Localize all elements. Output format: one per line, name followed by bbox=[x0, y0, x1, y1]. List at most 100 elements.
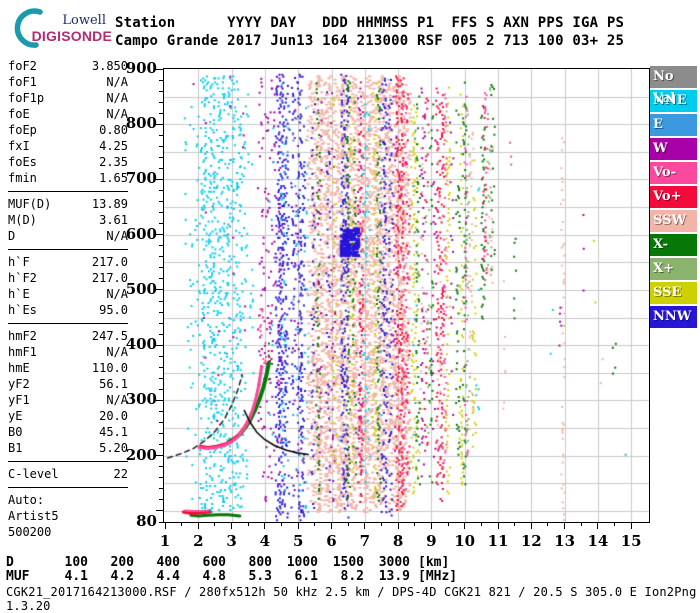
param-label: yE bbox=[8, 409, 23, 423]
param-row: M(D) 3.61 bbox=[8, 212, 128, 228]
ionogram-plot-canvas bbox=[164, 69, 649, 522]
x-axis-label: 10 bbox=[454, 532, 476, 550]
y-axis-label: 80 bbox=[136, 512, 157, 530]
y-minor-tick bbox=[159, 355, 163, 357]
param-label: B1 bbox=[8, 441, 23, 455]
param-value: N/A bbox=[106, 287, 128, 301]
table-cell: 1500 bbox=[332, 555, 364, 570]
x-minor-tick bbox=[480, 523, 482, 526]
x-minor-tick bbox=[614, 523, 616, 526]
panel-separator bbox=[8, 461, 128, 462]
y-minor-tick bbox=[159, 112, 163, 114]
y-major-tick bbox=[156, 289, 163, 291]
table-cell: 5.3 bbox=[248, 569, 272, 584]
legend-item-vo+: Vo+ bbox=[650, 186, 697, 208]
legend-item-nnw: NNW bbox=[650, 306, 697, 328]
table-cell: 13.9 bbox=[378, 569, 410, 584]
param-label: h`F bbox=[8, 255, 30, 269]
y-axis-label: 800 bbox=[125, 114, 157, 133]
param-label: D bbox=[8, 229, 16, 243]
param-value: 2.35 bbox=[99, 155, 128, 169]
x-axis-label: 8 bbox=[392, 532, 404, 550]
x-axis-label: 13 bbox=[554, 532, 576, 550]
y-major-tick bbox=[156, 510, 163, 512]
y-major-tick bbox=[156, 178, 163, 180]
param-value: 247.5 bbox=[91, 329, 128, 343]
table-cell: 4.4 bbox=[156, 569, 180, 584]
table-row-label: MUF bbox=[6, 569, 30, 584]
legend-item-sse: SSE bbox=[650, 282, 697, 304]
legend-item-vo-: Vo- bbox=[650, 162, 697, 184]
header-fields-row: Station YYYY DAY DDD HHMMSS P1 FFS S AXN… bbox=[115, 15, 625, 31]
x-axis-label: 2 bbox=[193, 532, 204, 550]
x-axis-label: 14 bbox=[587, 532, 609, 550]
param-row: yF2 56.1 bbox=[8, 376, 128, 392]
y-minor-tick bbox=[159, 411, 163, 412]
param-label: M(D) bbox=[8, 213, 37, 227]
table-cell: 3000 bbox=[378, 555, 410, 570]
x-minor-tick bbox=[181, 523, 183, 526]
param-value: 95.0 bbox=[99, 303, 128, 317]
param-label: foE bbox=[8, 107, 30, 121]
param-row: foF1p N/A bbox=[8, 90, 128, 106]
param-row: B1 5.20 bbox=[8, 440, 128, 456]
param-row: hmF1 N/A bbox=[8, 344, 128, 360]
digisonde-logo: Lowell DIGISONDE bbox=[4, 6, 112, 50]
param-value: 0.80 bbox=[99, 123, 128, 137]
param-label: hmF2 bbox=[8, 329, 37, 343]
parameter-panel: foF2 3.850 foF1 N/A foF1p N/A foE N/A foEp 0.80 fx… bbox=[8, 58, 128, 540]
table-cell: 1000 bbox=[286, 555, 318, 570]
y-minor-tick bbox=[159, 377, 163, 379]
param-value: 217.0 bbox=[91, 271, 128, 285]
param-label: fmin bbox=[8, 171, 37, 185]
y-minor-tick bbox=[159, 201, 163, 203]
y-minor-tick bbox=[159, 433, 163, 435]
param-value: 5.20 bbox=[99, 441, 128, 455]
x-minor-tick bbox=[380, 523, 382, 526]
table-unit: [MHz] bbox=[418, 569, 458, 584]
x-minor-tick bbox=[281, 523, 283, 526]
x-axis-label: 5 bbox=[292, 532, 304, 550]
param-label: fxI bbox=[8, 139, 30, 153]
y-minor-tick bbox=[159, 322, 163, 324]
y-axis-label: 600 bbox=[125, 224, 157, 243]
y-minor-tick bbox=[159, 223, 163, 225]
param-value: 13.89 bbox=[91, 197, 128, 211]
x-axis-label: 15 bbox=[620, 532, 642, 550]
status-line: CGK21_2017164213000.RSF / 280fx512h 50 k… bbox=[6, 585, 697, 613]
param-row: D N/A bbox=[8, 228, 128, 244]
param-label: B0 bbox=[8, 425, 23, 439]
x-axis-label: 1 bbox=[159, 532, 171, 550]
table-cell: 200 bbox=[110, 555, 134, 570]
logo-arc-icon bbox=[14, 8, 43, 48]
y-major-tick bbox=[156, 455, 163, 457]
x-major-tick bbox=[164, 523, 166, 529]
x-major-tick bbox=[497, 523, 499, 529]
y-major-tick bbox=[156, 123, 163, 125]
param-label: foEp bbox=[8, 123, 37, 137]
y-major-tick bbox=[156, 234, 163, 236]
y-minor-tick bbox=[159, 278, 163, 280]
y-minor-tick bbox=[159, 444, 163, 446]
param-row: hmF2 247.5 bbox=[8, 328, 128, 344]
param-row: MUF(D) 13.89 bbox=[8, 196, 128, 212]
table-row-label: D bbox=[6, 555, 14, 570]
param-value: 20.0 bbox=[99, 409, 128, 423]
y-minor-tick bbox=[159, 256, 163, 258]
y-minor-tick bbox=[159, 488, 163, 490]
x-major-tick bbox=[530, 523, 532, 529]
x-minor-tick bbox=[347, 523, 349, 526]
legend-item-x-: X- bbox=[650, 234, 697, 256]
legend-item-w: W bbox=[650, 138, 697, 160]
y-major-tick bbox=[156, 399, 163, 401]
x-major-tick bbox=[297, 523, 299, 529]
x-major-tick bbox=[630, 523, 632, 529]
y-minor-tick bbox=[159, 366, 163, 368]
panel-footer-line: Auto: bbox=[8, 493, 45, 507]
y-minor-tick bbox=[159, 311, 163, 313]
x-major-tick bbox=[564, 523, 566, 529]
param-row: yF1 N/A bbox=[8, 392, 128, 408]
param-value: N/A bbox=[106, 75, 128, 89]
x-minor-tick bbox=[414, 523, 416, 526]
